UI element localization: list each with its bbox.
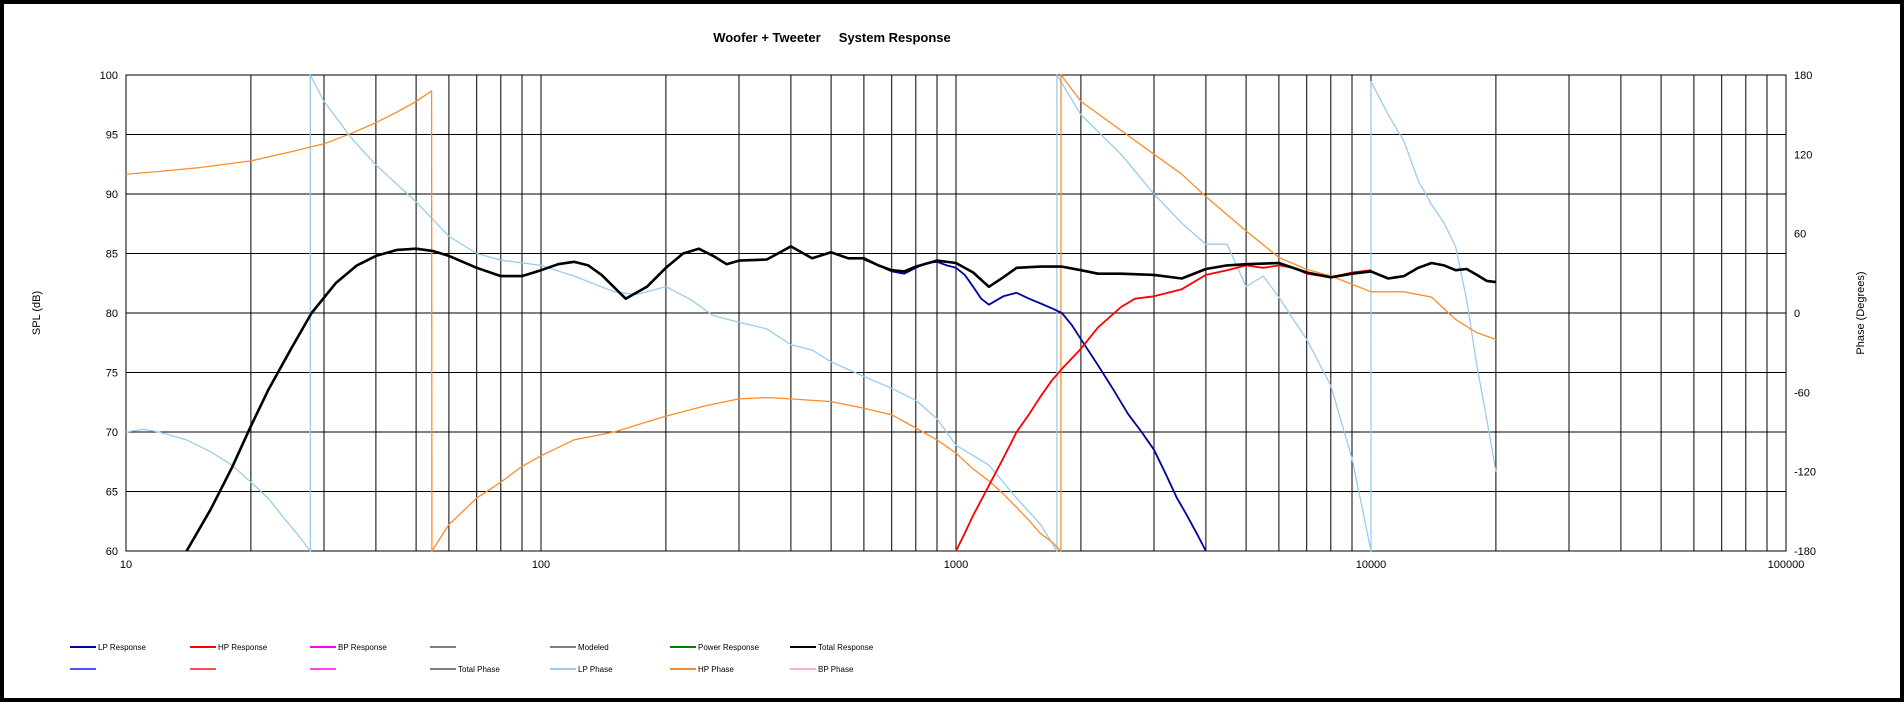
- series-line-hp-phase: [125, 74, 1497, 552]
- legend-label: HP Response: [218, 643, 268, 652]
- y-tick-labels: 60 65 70 75 80 85 90 95 100: [100, 70, 118, 558]
- y-tick-label: 95: [106, 130, 118, 142]
- chart-title: Woofer + Tweeter System Response: [713, 30, 951, 45]
- legend-label: BP Response: [338, 643, 387, 652]
- legend-label: LP Phase: [578, 665, 613, 674]
- legend-label: Total Phase: [458, 665, 500, 674]
- y2-tick-label: -60: [1794, 387, 1810, 399]
- y2-tick-label: 180: [1794, 70, 1812, 82]
- legend-label: BP Phase: [818, 665, 854, 674]
- legend-label: Power Response: [698, 643, 759, 652]
- y-tick-label: 100: [100, 70, 118, 82]
- series-line-lp-phase: [125, 74, 1497, 552]
- x-tick-label: 10000: [1356, 559, 1387, 571]
- y2-tick-label: 120: [1794, 149, 1812, 161]
- grid: [126, 75, 1786, 551]
- y2-tick-label: -120: [1794, 467, 1816, 479]
- x-tick-label: 10: [120, 559, 132, 571]
- y-tick-label: 65: [106, 487, 118, 499]
- y2-tick-label: 0: [1794, 308, 1800, 320]
- y-tick-label: 60: [106, 546, 118, 558]
- series-line-total-response: [185, 245, 1497, 552]
- y2-tick-labels: -180 -120 -60 0 60 120 180: [1794, 70, 1816, 558]
- y-tick-label: 80: [106, 308, 118, 320]
- y2-tick-label: 60: [1794, 229, 1806, 241]
- y-tick-label: 70: [106, 427, 118, 439]
- y-tick-label: 75: [106, 368, 118, 380]
- legend-label: LP Response: [98, 643, 146, 652]
- legend: LP Response HP Response BP Response Modeled…: [70, 643, 874, 674]
- legend-label: Modeled: [578, 643, 609, 652]
- legend-label: Total Response: [818, 643, 874, 652]
- x-tick-label: 1000: [944, 559, 968, 571]
- x-tick-label: 100000: [1768, 559, 1805, 571]
- y2-axis-label: Phase (Degrees): [1855, 271, 1867, 354]
- y-tick-label: 85: [106, 249, 118, 261]
- y-axis-label: SPL (dB): [31, 291, 43, 335]
- x-tick-labels: 10 100 1000 10000 100000: [120, 559, 1804, 571]
- x-tick-label: 100: [532, 559, 550, 571]
- y2-tick-label: -180: [1794, 546, 1816, 558]
- legend-label: HP Phase: [698, 665, 734, 674]
- series-group: [125, 74, 1497, 552]
- y-tick-label: 90: [106, 189, 118, 201]
